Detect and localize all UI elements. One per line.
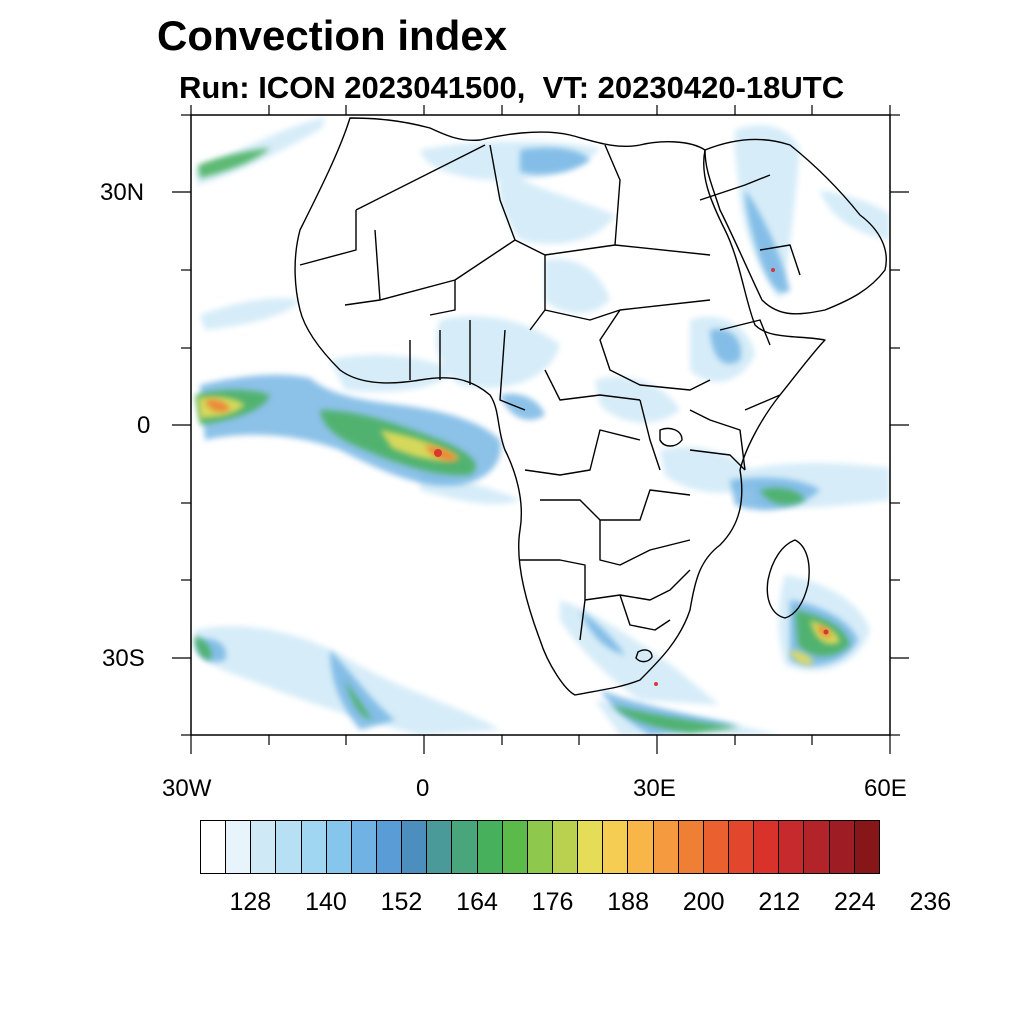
colorbar-swatch: [402, 820, 428, 874]
x-ticks: [190, 105, 891, 754]
colorbar-tick-label: 164: [456, 888, 498, 916]
colorbar-swatch: [779, 820, 805, 874]
colorbar-swatch: [653, 820, 679, 874]
colorbar-swatch: [200, 820, 227, 874]
colorbar-swatch: [276, 820, 302, 874]
colorbar-tick-label: 224: [833, 888, 876, 916]
colorbar-swatch: [251, 820, 277, 874]
colorbar-swatch: [603, 820, 629, 874]
colorbar-swatch: [301, 820, 327, 874]
colorbar-swatch: [226, 820, 252, 874]
map-title: Convection index: [157, 12, 508, 59]
coastlines: [294, 117, 887, 696]
y-tick-label-0: 0: [137, 412, 151, 439]
map-subtitle: Run: ICON 2023041500, VT: 20230420-18UTC: [179, 70, 844, 106]
colorbar-tick-label: 128: [229, 888, 272, 916]
x-tick-label-0: 0: [416, 775, 430, 802]
colorbar-tick-label: 188: [607, 888, 649, 916]
colorbar-swatch: [552, 820, 579, 874]
convection-field: [195, 117, 890, 735]
colorbar-swatch: [326, 820, 352, 874]
colorbar-tick-label: 236: [909, 888, 952, 916]
colorbar-swatch: [703, 820, 729, 874]
x-tick-label-30e: 30E: [633, 775, 676, 802]
colorbar-tick-label: 140: [305, 888, 347, 916]
colorbar: [200, 820, 880, 874]
colorbar-tick-label: 212: [758, 888, 801, 916]
colorbar-swatch: [527, 820, 553, 874]
y-tick-label-30s: 30S: [102, 645, 145, 672]
colorbar-tick-label: 200: [682, 888, 725, 916]
colorbar-tick-label: 176: [531, 888, 574, 916]
run-label: Run: ICON 2023041500,: [179, 70, 526, 105]
colorbar-swatch: [427, 820, 453, 874]
colorbar-swatch: [754, 820, 780, 874]
colorbar-swatch: [578, 820, 604, 874]
colorbar-swatch: [804, 820, 830, 874]
colorbar-swatch: [376, 820, 403, 874]
colorbar-tick-label: 152: [380, 888, 423, 916]
x-tick-label-30w: 30W: [162, 775, 212, 802]
colorbar-swatch: [728, 820, 755, 874]
colorbar-swatch: [829, 820, 855, 874]
valid-time-label: VT: 20230420-18UTC: [542, 70, 845, 105]
colorbar-swatch: [477, 820, 503, 874]
colorbar-swatch: [854, 820, 880, 874]
x-tick-label-60e: 60E: [864, 775, 907, 802]
y-tick-label-30n: 30N: [100, 179, 145, 206]
y-ticks: [172, 114, 909, 736]
colorbar-swatch: [628, 820, 654, 874]
colorbar-swatch: [351, 820, 377, 874]
colorbar-swatch: [452, 820, 478, 874]
colorbar-swatch: [678, 820, 704, 874]
colorbar-swatch: [502, 820, 528, 874]
